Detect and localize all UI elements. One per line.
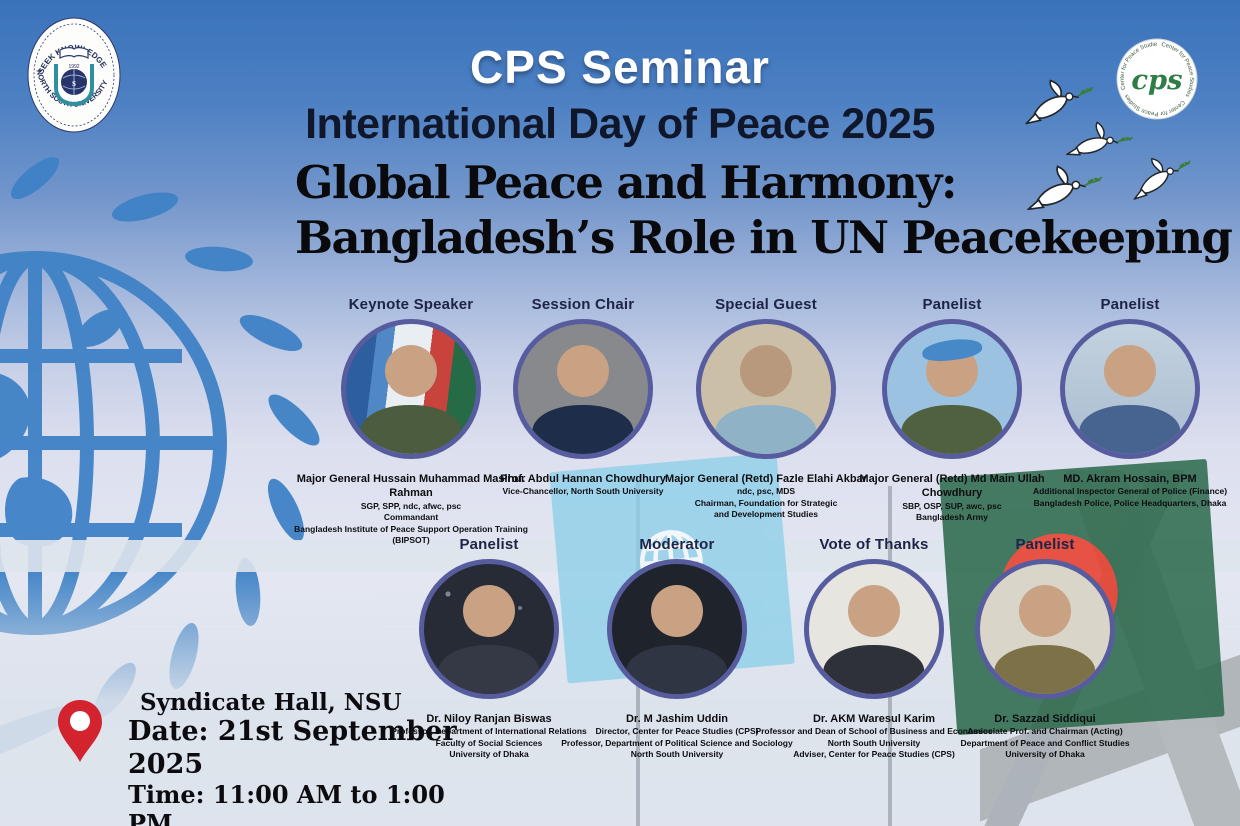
speaker-photo — [696, 319, 836, 459]
speaker-detail: (BIPSOT) — [392, 535, 430, 545]
speaker-photo — [419, 559, 559, 699]
speaker-card-panelist-1: Panelist Major General (Retd) Md Main Ul… — [832, 296, 1072, 524]
speaker-card-session-chair: Session Chair Prof. Abdul Hannan Chowdhu… — [463, 296, 703, 498]
speaker-name: MD. Akram Hossain, BPM — [1063, 473, 1197, 485]
speaker-photo — [1060, 319, 1200, 459]
speaker-card-panelist-3: Panelist Dr. Niloy Ranjan Biswas Profess… — [369, 536, 609, 761]
speaker-card-keynote: Keynote Speaker Major General Hussain Mu… — [291, 296, 531, 546]
speaker-name: Dr. Niloy Ranjan Biswas — [426, 713, 552, 725]
speaker-detail: Director, Center for Peace Studies (CPS) — [595, 726, 759, 737]
speaker-detail: Bangladesh Army — [916, 512, 988, 523]
nsu-logo-book-icon — [59, 47, 89, 59]
nsu-logo: SEEK KNOWLEDGE NORTH SOUTH UNIVERSITY 19… — [27, 17, 121, 133]
speaker-name: Dr. M Jashim Uddin — [625, 713, 729, 725]
speaker-detail: Department of Peace and Conflict Studies — [960, 737, 1130, 748]
speaker-role: Panelist — [922, 296, 982, 313]
speaker-name: Major General Hussain Muhammad Masihur R… — [296, 473, 526, 500]
speaker-role: Panelist — [1015, 536, 1075, 553]
seminar-headline-line1: Global Peace and Harmony: — [295, 156, 958, 209]
speaker-detail: Associate Prof. and Chairman (Acting) — [967, 726, 1123, 737]
speaker-photo — [513, 319, 653, 459]
speaker-detail: University of Dhaka — [1005, 749, 1085, 760]
speaker-detail: Faculty of Social Sciences — [435, 737, 543, 748]
speaker-detail: University of Dhaka — [449, 749, 529, 760]
speaker-role: Special Guest — [715, 296, 817, 313]
speaker-detail: Vice-Chancellor, North South University — [502, 486, 664, 497]
cps-logo-acronym: cps — [1131, 64, 1182, 96]
speaker-role: Panelist — [459, 536, 519, 553]
speaker-detail: SGP, SPP, ndc, afwc, psc — [360, 500, 462, 511]
speaker-detail: ndc, psc, MDS — [736, 486, 796, 497]
speaker-detail: Bangladesh Institute of Peace Support Op… — [294, 523, 528, 534]
speaker-detail: and Development Studies — [714, 509, 818, 520]
location-pin-icon — [58, 700, 102, 762]
speaker-detail: Chairman, Foundation for Strategic — [694, 497, 838, 508]
speaker-role: Session Chair — [531, 296, 635, 313]
speaker-role: Keynote Speaker — [348, 296, 474, 313]
speaker-name: Major General (Retd) Fazle Elahi Akbar — [665, 473, 867, 485]
venue-time: Time: 11:00 AM to 1:00 PM — [128, 780, 445, 826]
speaker-name: Prof. Abdul Hannan Chowdhury — [500, 473, 666, 485]
speaker-detail: Additional Inspector General of Police (… — [1032, 486, 1228, 497]
speaker-detail: Commandant — [383, 512, 439, 523]
speaker-role: Vote of Thanks — [819, 536, 929, 553]
nsu-logo-year: 1992 — [68, 64, 79, 70]
speaker-card-panelist-2: Panelist MD. Akram Hossain, BPM Addition… — [1010, 296, 1240, 509]
venue-hall: Syndicate Hall, NSU — [140, 689, 402, 716]
speaker-card-moderator: Moderator Dr. M Jashim Uddin Director, C… — [557, 536, 797, 761]
speaker-detail: Adviser, Center for Peace Studies (CPS) — [793, 749, 955, 760]
nsu-logo-u-shape — [54, 64, 94, 107]
speaker-card-special-guest: Special Guest Major General (Retd) Fazle… — [646, 296, 886, 521]
un-beret — [921, 336, 983, 363]
speaker-photo — [341, 319, 481, 459]
speaker-detail: North South University — [630, 749, 724, 760]
venue-date: Date: 21st September 2025 — [128, 716, 457, 780]
speaker-photo — [882, 319, 1022, 459]
speaker-detail: Professor and Dean of School of Business… — [755, 726, 993, 737]
speaker-role: Panelist — [1100, 296, 1160, 313]
speaker-detail: Bangladesh Police, Police Headquarters, … — [1033, 497, 1227, 508]
speaker-detail: Professor, Department of Political Scien… — [561, 737, 793, 748]
seminar-headline-line2: Bangladesh’s Role in UN Peacekeeping — [295, 210, 1233, 264]
speaker-card-vote-of-thanks: Vote of Thanks Dr. AKM Waresul Karim Pro… — [754, 536, 994, 761]
speaker-detail: Professor, Department of International R… — [391, 726, 587, 737]
cps-logo: Center for Peace Studies Center for Peac… — [1116, 38, 1198, 120]
svg-text:S: S — [72, 80, 76, 88]
speaker-detail: SBP, OSP, SUP, awc, psc — [902, 500, 1002, 511]
event-title: International Day of Peace 2025 — [305, 100, 935, 148]
speaker-photo — [975, 559, 1115, 699]
speaker-card-panelist-4: Panelist Dr. Sazzad Siddiqui Associate P… — [925, 536, 1165, 761]
speaker-role: Moderator — [639, 536, 715, 553]
seminar-headline: Global Peace and Harmony: Bangladesh’s R… — [295, 156, 1235, 266]
speaker-name: Dr. AKM Waresul Karim — [812, 713, 936, 725]
venue-block: Syndicate Hall, NSU Date: 21st September… — [52, 689, 482, 826]
speaker-name: Major General (Retd) Md Main Ullah Chowd… — [859, 473, 1045, 500]
speaker-detail: North South University — [827, 737, 921, 748]
poster-kicker-title: CPS Seminar — [470, 41, 770, 93]
speaker-photo — [804, 559, 944, 699]
speaker-photo — [607, 559, 747, 699]
speaker-name: Dr. Sazzad Siddiqui — [994, 713, 1096, 725]
